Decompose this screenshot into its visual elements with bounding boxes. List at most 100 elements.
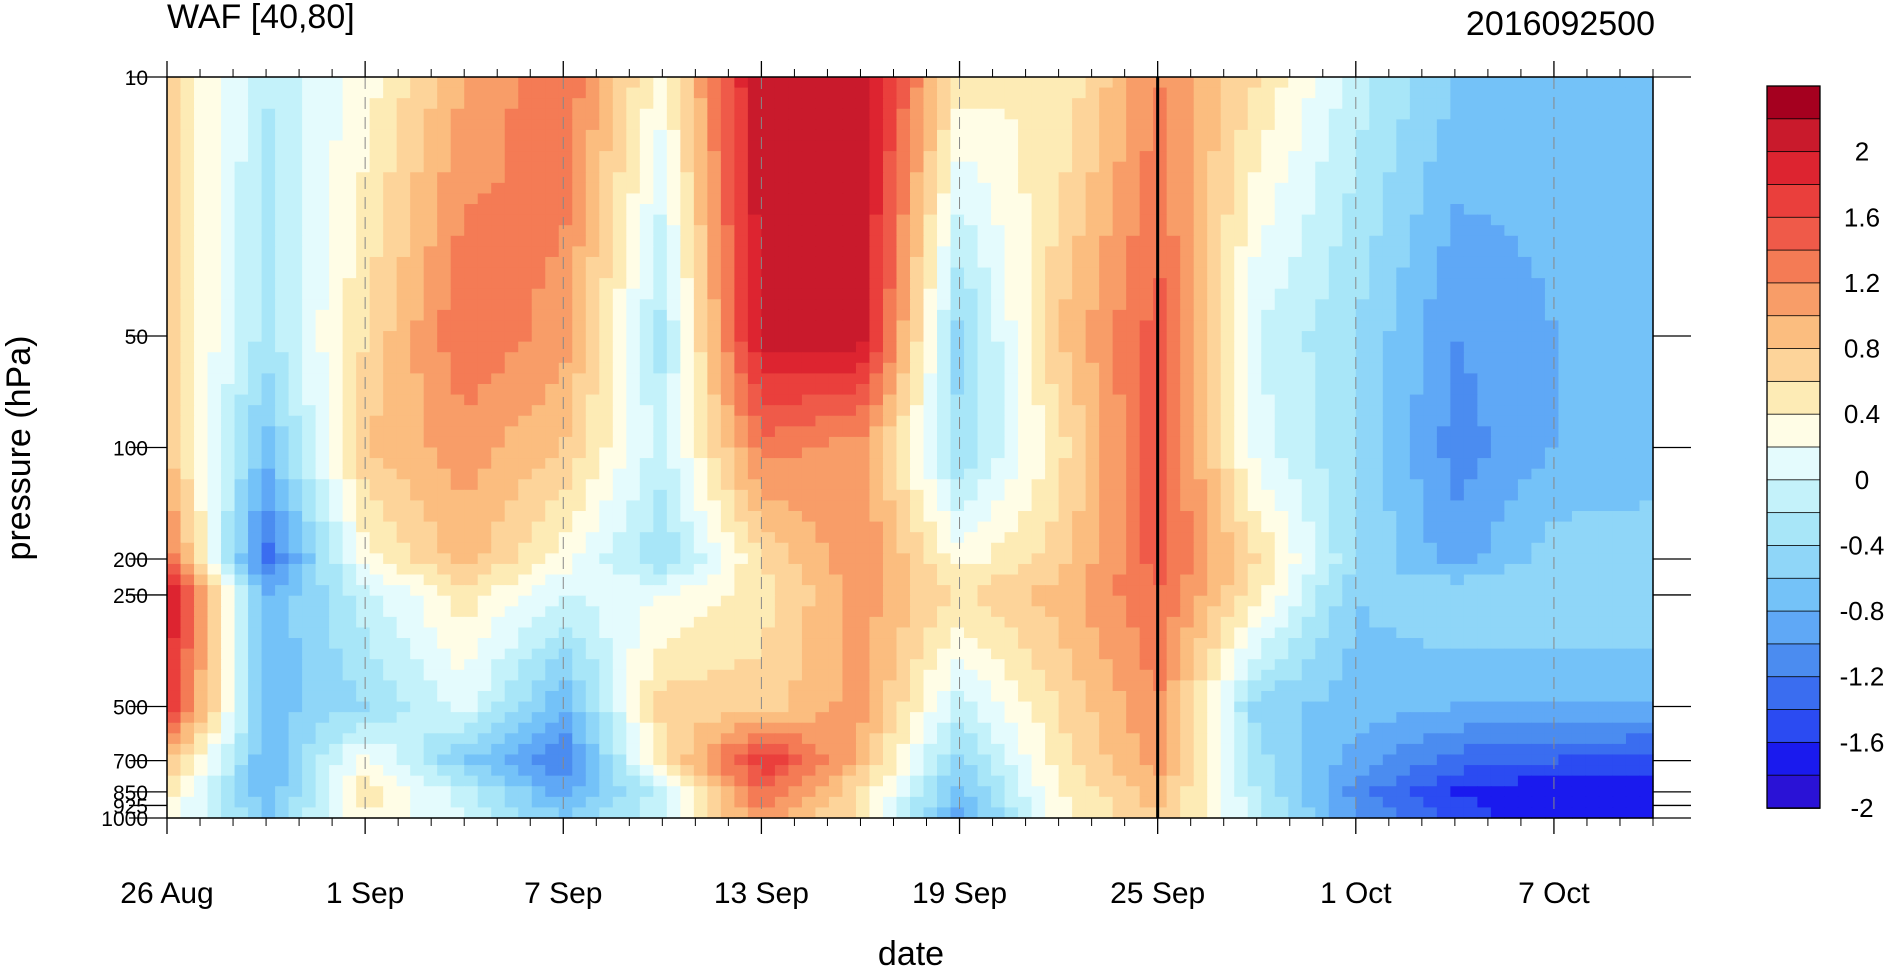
heatmap-cell [734, 331, 749, 343]
heatmap-cell [855, 341, 871, 353]
heatmap-cell [1153, 98, 1168, 110]
heatmap-cell [464, 193, 479, 205]
heatmap-cell [693, 553, 708, 565]
heatmap-cell [720, 553, 735, 565]
heatmap-cell [329, 161, 344, 173]
heatmap-cell [774, 288, 790, 300]
heatmap-cell [828, 352, 844, 364]
heatmap-cell [248, 415, 263, 427]
heatmap-cell [585, 204, 600, 216]
heatmap-cell [720, 225, 735, 237]
heatmap-cell [842, 479, 857, 491]
heatmap-cell [1004, 161, 1019, 173]
heatmap-cell [1517, 521, 1533, 533]
heatmap-cell [1301, 278, 1316, 290]
heatmap-cell [464, 267, 479, 279]
heatmap-cell [801, 426, 817, 438]
heatmap-cell [423, 405, 438, 417]
heatmap-cell [1315, 246, 1330, 258]
heatmap-cell [950, 500, 965, 512]
heatmap-cell [302, 299, 317, 311]
heatmap-cell [437, 468, 452, 480]
heatmap-cell [1207, 151, 1222, 163]
heatmap-cell [248, 193, 263, 205]
heatmap-cell [626, 468, 641, 480]
heatmap-cell [1004, 405, 1019, 417]
heatmap-cell [761, 77, 776, 89]
heatmap-cell [639, 320, 654, 332]
heatmap-cell [1247, 394, 1262, 406]
heatmap-cell [477, 246, 492, 258]
heatmap-cell [1558, 129, 1573, 142]
heatmap-cell [1247, 172, 1262, 184]
heatmap-cell [531, 532, 546, 544]
heatmap-cell [585, 320, 600, 332]
heatmap-cell [1639, 119, 1654, 131]
heatmap-cell [801, 373, 817, 385]
heatmap-cell [518, 394, 533, 406]
heatmap-cell [801, 299, 817, 311]
heatmap-cell [977, 108, 992, 120]
heatmap-cell [1220, 426, 1235, 438]
heatmap-cell [612, 193, 627, 205]
heatmap-cell [558, 77, 573, 89]
heatmap-cell [491, 341, 506, 353]
heatmap-cell [1166, 214, 1181, 226]
heatmap-cell [423, 235, 438, 247]
heatmap-cell [1085, 415, 1100, 427]
heatmap-cell [720, 415, 735, 427]
heatmap-cell [1463, 383, 1478, 396]
heatmap-cell [910, 511, 925, 523]
heatmap-cell [1099, 140, 1114, 152]
heatmap-cell [1153, 182, 1168, 195]
heatmap-cell [261, 204, 276, 216]
heatmap-cell [653, 532, 668, 544]
heatmap-cell [1301, 309, 1316, 322]
heatmap-cell [693, 331, 708, 343]
heatmap-cell [545, 288, 560, 300]
heatmap-cell [626, 309, 641, 322]
heatmap-cell [1031, 151, 1046, 163]
heatmap-cell [882, 98, 898, 110]
heatmap-cell [1112, 288, 1127, 300]
heatmap-cell [1139, 500, 1154, 512]
heatmap-cell [261, 98, 276, 110]
heatmap-cell [1463, 204, 1478, 216]
heatmap-cell [437, 193, 452, 205]
heatmap-cell [369, 182, 384, 195]
heatmap-cell [707, 161, 722, 173]
heatmap-cell [423, 532, 438, 544]
heatmap-cell [1207, 394, 1222, 406]
heatmap-cell [1018, 225, 1033, 237]
heatmap-cell [1288, 235, 1303, 247]
heatmap-cell [1477, 521, 1492, 533]
heatmap-cell [1288, 108, 1303, 120]
heatmap-cell [383, 193, 398, 205]
heatmap-cell [356, 458, 371, 470]
heatmap-cell [1436, 532, 1451, 544]
heatmap-cell [599, 204, 614, 216]
heatmap-cell [1342, 415, 1357, 427]
heatmap-cell [693, 479, 708, 491]
heatmap-cell [612, 362, 627, 374]
heatmap-cell [477, 288, 492, 300]
heatmap-cell [1517, 489, 1533, 502]
heatmap-cell [1220, 500, 1235, 512]
heatmap-cell [572, 436, 587, 449]
heatmap-cell [788, 225, 803, 237]
heatmap-cell [1504, 172, 1519, 184]
heatmap-cell [1531, 77, 1546, 89]
heatmap-cell [1126, 193, 1141, 205]
heatmap-cell [1517, 246, 1533, 258]
heatmap-cell [531, 341, 546, 353]
heatmap-cell [194, 246, 209, 258]
heatmap-cell [356, 225, 371, 237]
heatmap-cell [1423, 140, 1438, 152]
heatmap-cell [626, 447, 641, 459]
heatmap-cell [666, 172, 681, 184]
heatmap-cell [342, 341, 357, 353]
heatmap-cell [248, 140, 263, 152]
heatmap-cell [491, 309, 506, 322]
heatmap-cell [977, 77, 992, 89]
heatmap-cell [680, 87, 695, 99]
